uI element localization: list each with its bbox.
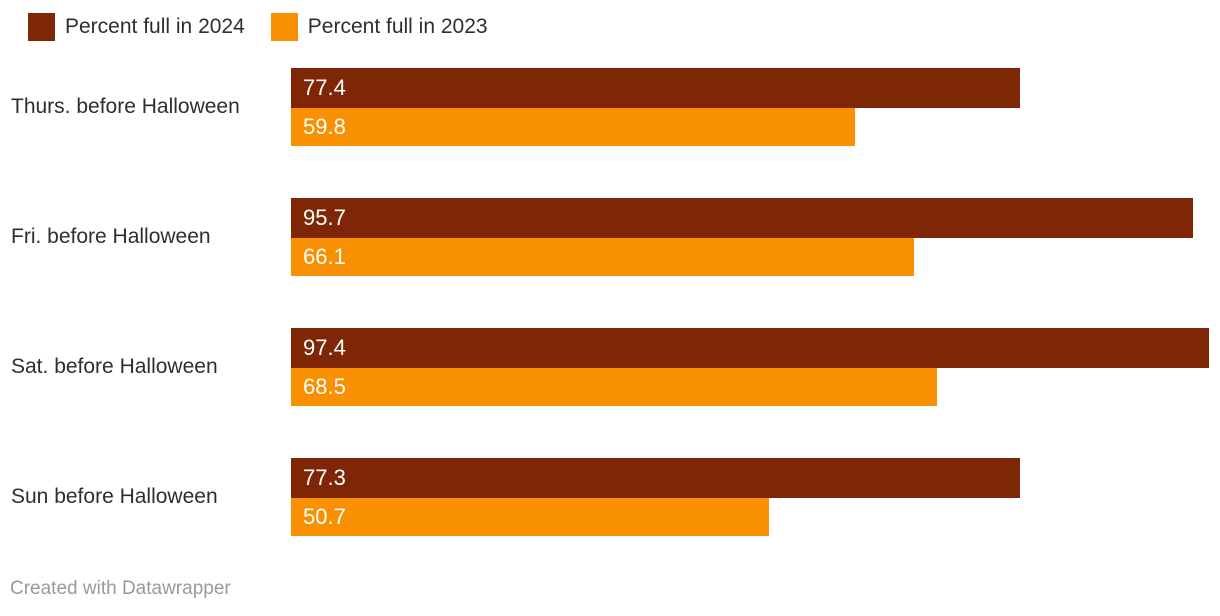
value-label: 77.4	[303, 75, 346, 100]
value-label: 97.4	[303, 335, 346, 360]
legend: Percent full in 2024 Percent full in 2023	[28, 13, 488, 41]
value-label: 95.7	[303, 205, 346, 230]
legend-swatch-2023-icon	[270, 13, 298, 41]
value-label: 68.5	[303, 374, 346, 399]
legend-item-2023: Percent full in 2023	[270, 13, 488, 41]
bar-group: 97.4 68.5	[291, 328, 1209, 406]
chart-row: Sat. before Halloween 97.4 68.5	[0, 328, 1220, 406]
bar-group: 95.7 66.1	[291, 198, 1209, 276]
category-label: Thurs. before Halloween	[11, 95, 240, 118]
category-label: Sat. before Halloween	[11, 355, 218, 378]
category-label: Sun before Halloween	[11, 485, 218, 508]
value-label: 50.7	[303, 504, 346, 529]
bar-group: 77.4 59.8	[291, 68, 1209, 146]
datawrapper-attribution-link[interactable]: Created with Datawrapper	[10, 578, 231, 599]
bar-2024: 77.4	[291, 68, 1021, 108]
bar-2023: 66.1	[291, 238, 914, 276]
value-label: 66.1	[303, 244, 346, 269]
bar-2024: 97.4	[291, 328, 1209, 368]
legend-label: Percent full in 2023	[307, 15, 488, 38]
legend-label: Percent full in 2024	[65, 15, 245, 38]
bar-2024: 77.3	[291, 458, 1020, 498]
bar-2023: 59.8	[291, 108, 855, 146]
bar-2023: 50.7	[291, 498, 769, 536]
bar-2023: 68.5	[291, 368, 937, 406]
value-label: 77.3	[303, 465, 346, 490]
bar-2024: 95.7	[291, 198, 1193, 238]
category-label: Fri. before Halloween	[11, 225, 211, 248]
bar-group: 77.3 50.7	[291, 458, 1209, 536]
legend-item-2024: Percent full in 2024	[28, 13, 245, 41]
chart-row: Sun before Halloween 77.3 50.7	[0, 458, 1220, 536]
legend-swatch-2024-icon	[28, 13, 55, 41]
value-label: 59.8	[303, 114, 346, 139]
chart-row: Fri. before Halloween 95.7 66.1	[0, 198, 1220, 276]
chart-row: Thurs. before Halloween 77.4 59.8	[0, 68, 1220, 146]
